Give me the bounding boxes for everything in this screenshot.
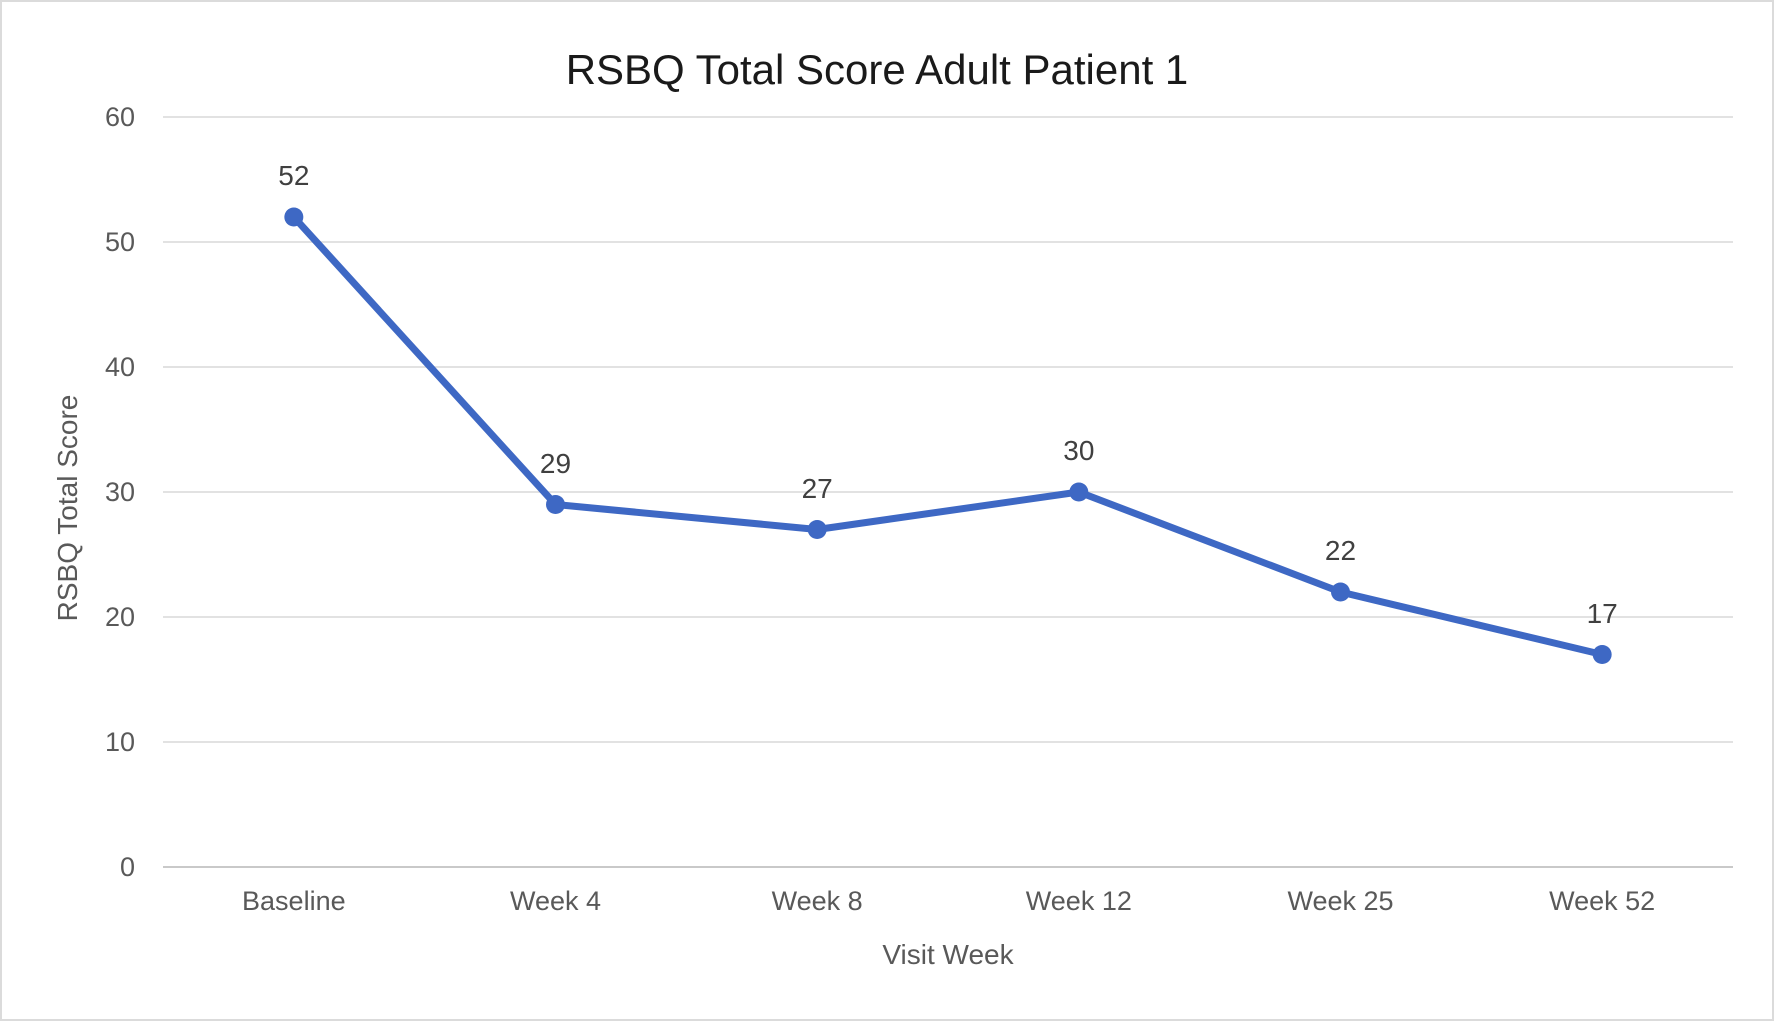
data-point-marker: [1331, 582, 1350, 602]
data-point-marker: [1592, 645, 1612, 664]
x-axis-title: Visit Week: [882, 939, 1014, 970]
data-point-marker: [1069, 482, 1089, 502]
data-point-marker: [807, 520, 827, 539]
chart-title: RSBQ Total Score Adult Patient 1: [565, 46, 1189, 93]
series-line: [290, 213, 1606, 658]
data-point-marker: [284, 207, 304, 227]
data-point-marker: [546, 495, 565, 514]
